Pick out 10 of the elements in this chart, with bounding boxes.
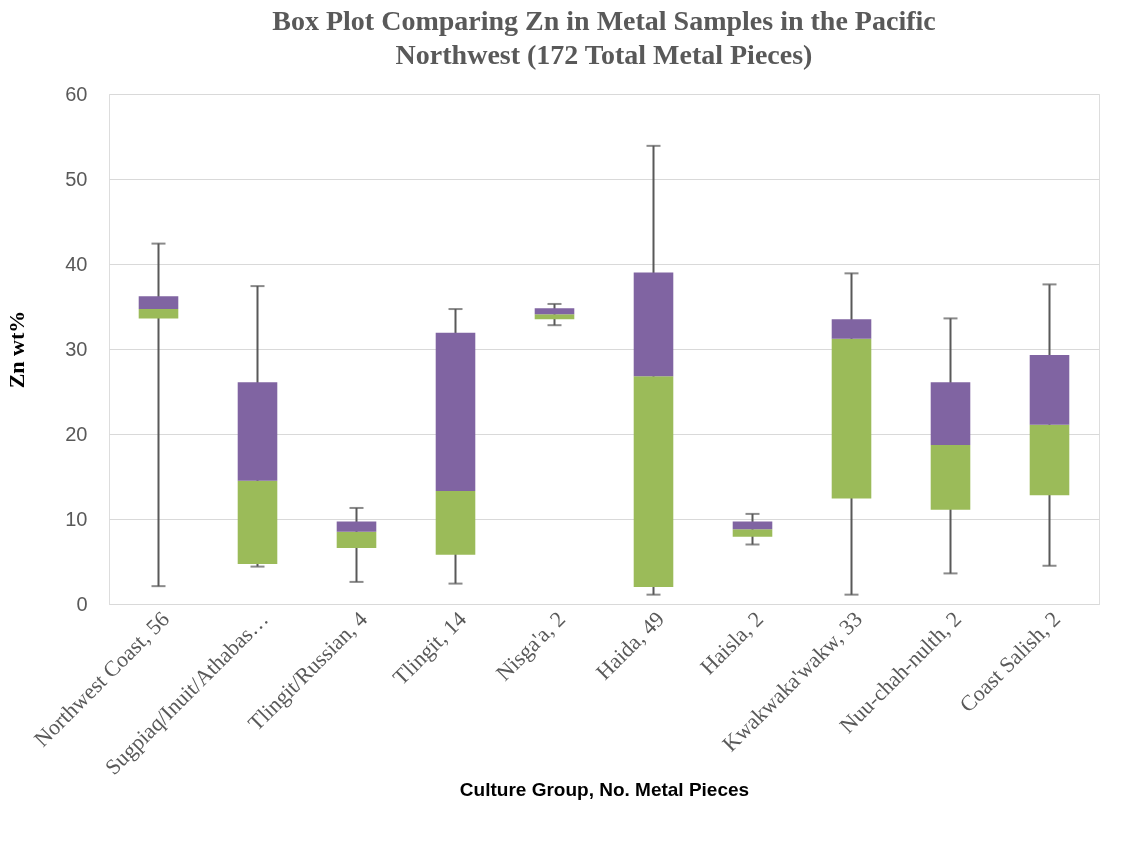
y-tick-label: 20 [65, 422, 88, 445]
x-axis-title: Culture Group, No. Metal Pieces [459, 778, 750, 800]
y-tick-label: 10 [65, 507, 88, 530]
y-tick-label: 30 [65, 337, 88, 360]
y-axis-title: Zn wt% [4, 310, 30, 389]
y-tick-label: 0 [76, 592, 88, 615]
y-tick-label: 50 [65, 167, 88, 190]
y-tick-label: 40 [65, 252, 88, 275]
chart-title: Box Plot Comparing Zn in Metal Samples in the Pacific Northwest (172 Total Metal Pieces) [272, 5, 936, 70]
y-tick-label: 60 [65, 82, 88, 105]
